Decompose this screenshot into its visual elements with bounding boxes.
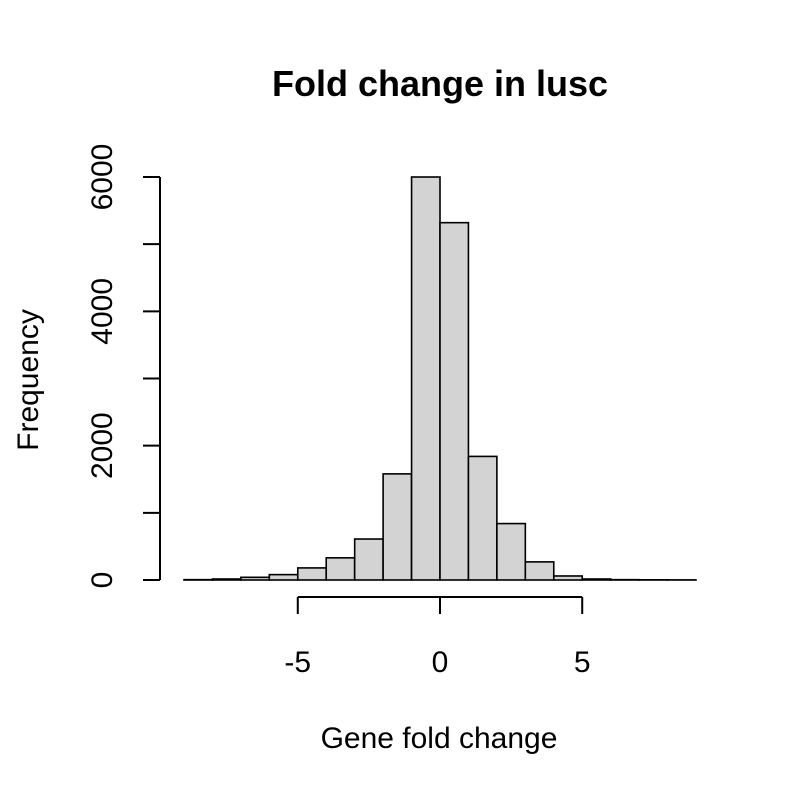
histogram-bar: [439, 221, 470, 581]
x-tick-label: 5: [574, 646, 591, 679]
histogram-bar: [467, 455, 498, 581]
histogram-bar: [325, 557, 356, 581]
x-axis-title: Gene fold change: [321, 722, 558, 755]
histogram-bar: [240, 576, 271, 581]
y-tick-label: 6000: [86, 144, 119, 211]
histogram-bar: [552, 575, 584, 581]
y-tick-label: 4000: [86, 278, 119, 345]
chart-title: Fold change in lusc: [272, 63, 608, 104]
histogram-bar: [296, 567, 328, 581]
histogram-bar: [268, 573, 299, 581]
x-tick-label: -5: [284, 646, 311, 679]
histogram-bar: [382, 473, 413, 581]
x-axis: -5 0 5: [284, 596, 591, 679]
x-tick-label: 0: [432, 646, 449, 679]
histogram-bar: [211, 578, 242, 581]
histogram-bars: [183, 176, 697, 581]
histogram-bar: [524, 561, 555, 581]
y-tick-label: 2000: [86, 412, 119, 479]
y-tick-label: 0: [86, 572, 119, 589]
histogram-bar: [410, 176, 441, 581]
histogram-bar: [581, 578, 612, 581]
histogram-bar: [496, 522, 527, 581]
histogram-bar: [353, 538, 384, 581]
y-axis: 0 2000 4000 6000: [86, 144, 161, 589]
y-axis-title: Frequency: [12, 309, 45, 451]
